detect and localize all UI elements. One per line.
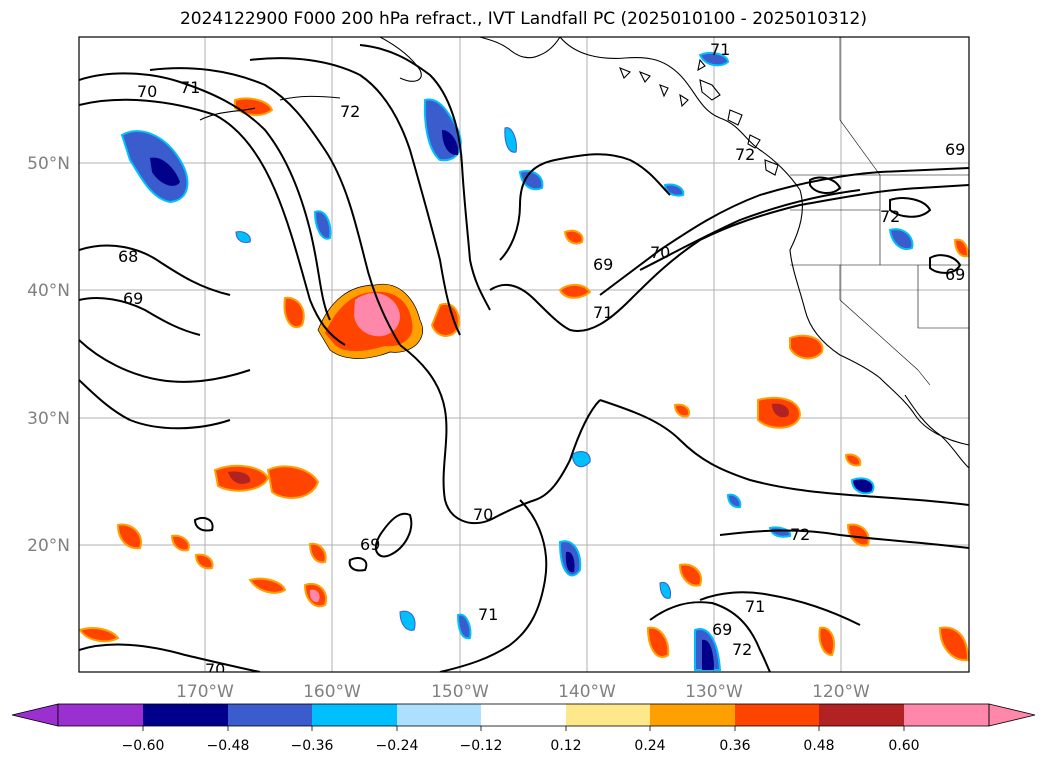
contour-label: 70	[473, 505, 493, 524]
contour-label: 71	[478, 605, 498, 624]
colorbar-segment	[397, 704, 481, 726]
colorbar-segment	[650, 704, 735, 726]
map-frame	[78, 36, 970, 673]
map-title: 2024122900 F000 200 hPa refract., IVT La…	[179, 9, 867, 29]
colorbar-tick-label: 0.60	[888, 738, 919, 754]
colorbar-segment	[566, 704, 650, 726]
colorbar-high-arrow	[988, 703, 1036, 727]
colorbar-tick-label: −0.36	[291, 738, 334, 754]
colorbar-tick-label: −0.24	[376, 738, 419, 754]
contour-label: 72	[880, 207, 900, 226]
lon-label: 150°W	[431, 682, 489, 702]
colorbar-tick-label: 0.36	[719, 738, 750, 754]
colorbar-low-arrow	[11, 703, 59, 727]
lon-label: 140°W	[558, 682, 616, 702]
contour-label: 69	[360, 535, 380, 554]
colorbar-tick-label: 0.24	[634, 738, 665, 754]
lon-label: 130°W	[685, 682, 743, 702]
colorbar: −0.60 −0.48 −0.36 −0.24 −0.12 0.12 0.24 …	[11, 703, 1036, 754]
contour-label: 71	[745, 597, 765, 616]
coastlines	[199, 37, 969, 469]
contour-label: 72	[732, 640, 752, 659]
colorbar-outline	[57, 703, 990, 727]
colorbar-tick-label: 0.12	[550, 738, 581, 754]
contour-label: 71	[593, 303, 613, 322]
map-content: 71 70 71 72 68 69 69 70 71 72 69 70 69 7…	[79, 37, 969, 679]
colorbar-tick-label: −0.60	[122, 738, 165, 754]
contour-label: 70	[650, 243, 670, 262]
contour-label: 69	[593, 255, 613, 274]
lon-label: 120°W	[812, 682, 870, 702]
contour-label: 69	[945, 140, 965, 159]
colorbar-segment	[312, 704, 397, 726]
colorbar-tick-label: −0.48	[207, 738, 250, 754]
lat-label: 20°N	[27, 536, 70, 556]
contour-label: 69	[123, 289, 143, 308]
negative-anomaly-fields	[120, 52, 914, 671]
refractivity-contours	[79, 44, 969, 672]
contour-label: 72	[790, 525, 810, 544]
contour-label: 72	[735, 145, 755, 164]
lat-label: 30°N	[27, 409, 70, 429]
contour-label: 69	[712, 620, 732, 639]
lat-label: 50°N	[27, 154, 70, 174]
political-boundaries	[790, 37, 969, 386]
colorbar-tick-label: 0.48	[803, 738, 834, 754]
gridlines	[79, 37, 969, 672]
colorbar-segment	[904, 704, 989, 726]
contour-label: 68	[118, 247, 138, 266]
contour-labels: 71 70 71 72 68 69 69 70 71 72 69 70 69 7…	[118, 40, 965, 679]
colorbar-segment	[481, 704, 566, 726]
contour-label: 71	[710, 40, 730, 59]
colorbar-segment	[143, 704, 228, 726]
lon-label: 170°W	[176, 682, 234, 702]
lat-label: 40°N	[27, 281, 70, 301]
contour-label: 69	[945, 265, 965, 284]
longitude-labels: 170°W 160°W 150°W 140°W 130°W 120°W	[176, 682, 870, 702]
contour-label: 72	[340, 102, 360, 121]
contour-label: 70	[205, 660, 225, 679]
colorbar-segment	[735, 704, 819, 726]
lon-label: 160°W	[303, 682, 361, 702]
contour-label: 70	[137, 82, 157, 101]
latitude-labels: 50°N 40°N 30°N 20°N	[27, 154, 70, 556]
contour-label: 71	[180, 78, 200, 97]
colorbar-segment	[58, 704, 143, 726]
colorbar-tick-label: −0.12	[460, 738, 503, 754]
map-background	[79, 37, 969, 672]
colorbar-segment	[819, 704, 904, 726]
colorbar-segment	[228, 704, 312, 726]
